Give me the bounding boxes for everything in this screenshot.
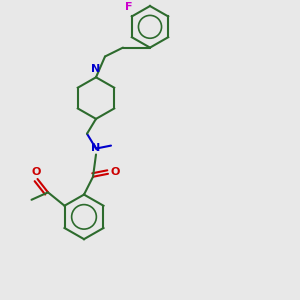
Text: O: O — [31, 167, 41, 177]
Text: O: O — [111, 167, 120, 177]
Text: N: N — [92, 64, 100, 74]
Text: F: F — [125, 2, 133, 12]
Text: N: N — [92, 143, 100, 153]
